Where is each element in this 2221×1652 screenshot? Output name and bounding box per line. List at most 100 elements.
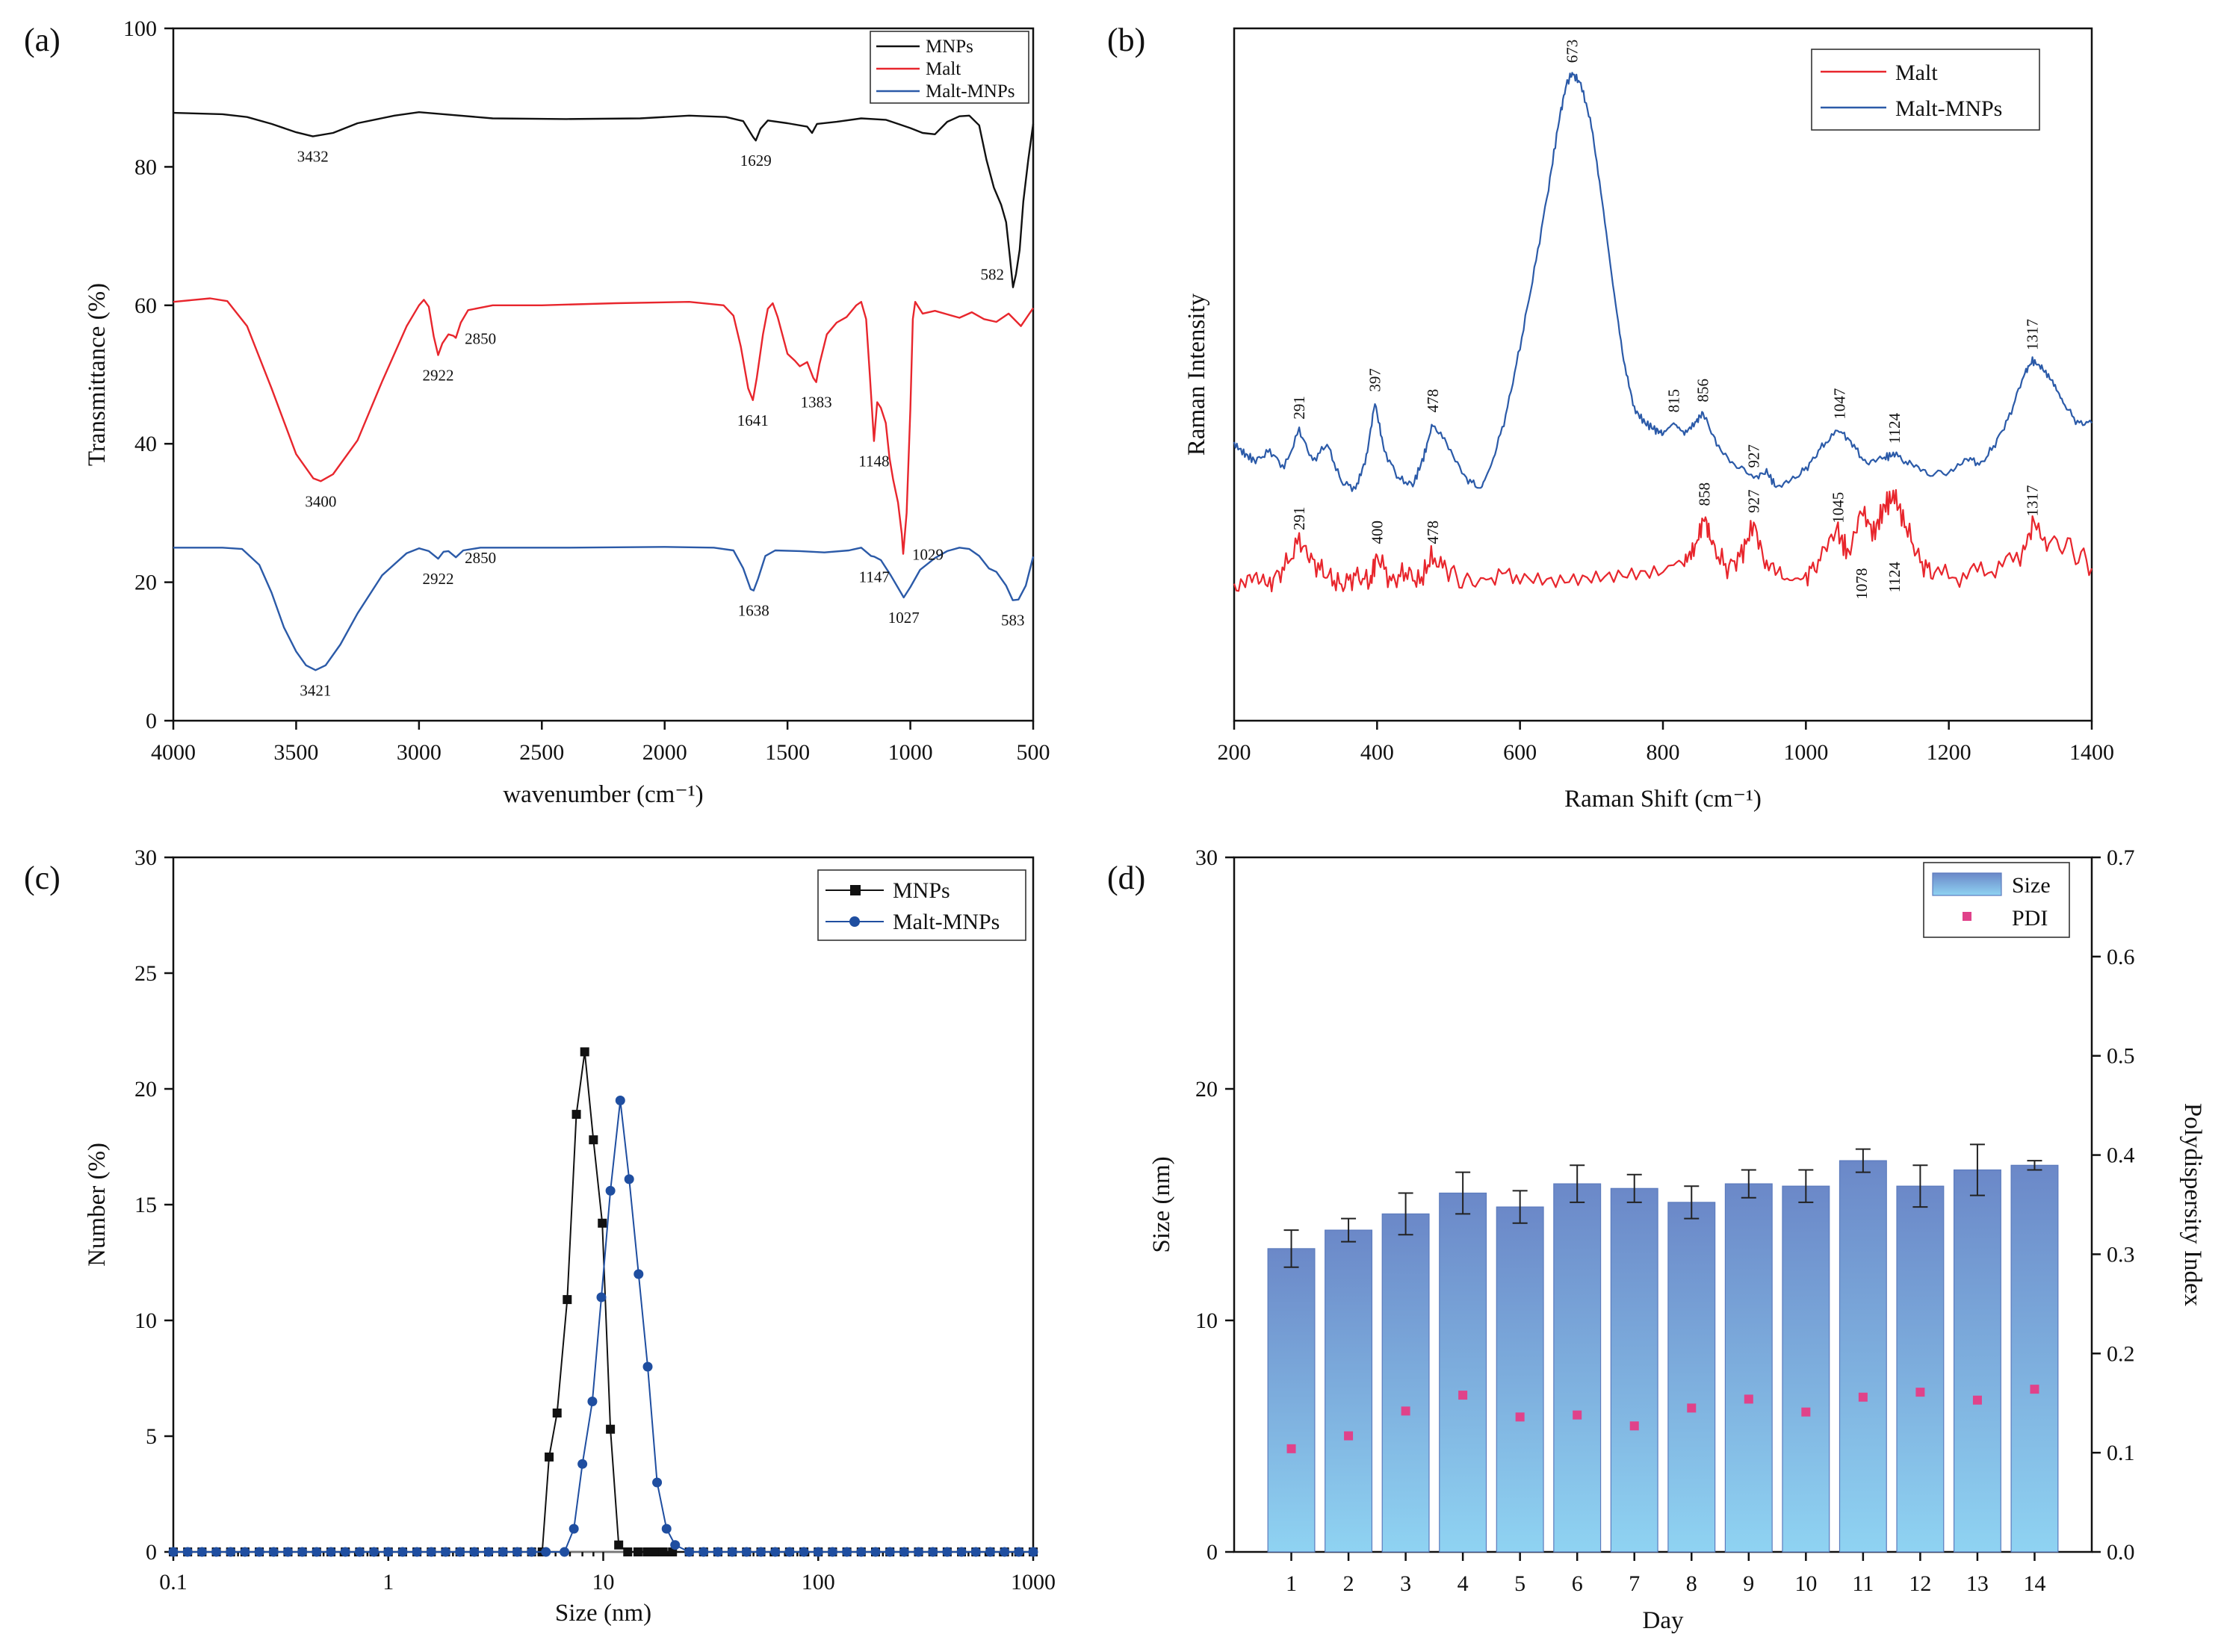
panel-c-marker-mnps: [642, 1547, 652, 1556]
panel-c-marker-mnps: [658, 1547, 668, 1556]
panel-c-marker-malt-mnps: [642, 1361, 653, 1372]
panel-d-x-tick-label: 1: [1286, 1571, 1297, 1596]
panel-c-marker-mnps: [633, 1547, 642, 1556]
panel-c-y-tick-label: 0: [146, 1540, 157, 1565]
panel-d-x-tick-label: 8: [1686, 1571, 1697, 1596]
panel-c-marker-malt-mnps: [312, 1547, 322, 1557]
panel-c-marker-malt-mnps: [634, 1269, 644, 1279]
panel-d-legend-swatch-size: [1932, 872, 2002, 896]
panel-c-marker-malt-mnps: [383, 1547, 394, 1557]
panel-a-x-tick-label: 4000: [151, 740, 196, 765]
panel-c-x-tick-label: 1000: [1011, 1570, 1056, 1594]
panel-c-marker-mnps: [598, 1218, 607, 1228]
panel-c-marker-malt-mnps: [684, 1547, 695, 1557]
panel-d-pdi-marker: [2030, 1385, 2039, 1394]
panel-c-marker-malt-mnps: [784, 1547, 795, 1557]
panel-b-x-tick-label: 1200: [1927, 740, 1971, 765]
panel-c-marker-malt-mnps: [340, 1547, 350, 1557]
panel-c-marker-malt-mnps: [615, 1096, 625, 1105]
panel-b-peak-label: 673: [1564, 40, 1582, 63]
panel-c-marker-malt-mnps: [455, 1547, 465, 1557]
panel-b-peak-label: 291: [1290, 506, 1308, 530]
panel-b-peak-label: 1047: [1830, 388, 1848, 420]
panel-b-peak-label: 1317: [2024, 485, 2042, 516]
panel-c-marker-malt-mnps: [624, 1174, 634, 1184]
panel-c-marker-malt-mnps: [885, 1547, 895, 1557]
panel-d-y2-tick-label: 0.1: [2107, 1441, 2135, 1465]
panel-a-y-tick-label: 60: [134, 294, 157, 318]
panel-b-x-tick-label: 400: [1360, 740, 1394, 765]
panel-b-peak-label: 1124: [1886, 412, 1904, 444]
panel-c-marker-malt-mnps: [426, 1547, 436, 1557]
panel-d-stability-chart: (d) Day Size (nm) Polydispersity Index 1…: [1107, 845, 2206, 1634]
panel-c-marker-malt-mnps: [914, 1547, 924, 1557]
panel-d-size-bar: [1724, 1183, 1773, 1553]
panel-c-y-axis-label: Number (%): [84, 1143, 111, 1267]
panel-b-plot-area: 200 400 600 800 1000 1200 1400 673 291 397 478 815 8…: [1218, 27, 2114, 765]
panel-d-y2-tick-label: 0.3: [2107, 1242, 2135, 1267]
panel-d-y-tick-label: 20: [1195, 1077, 1218, 1102]
panel-d-pdi-marker: [1344, 1431, 1354, 1441]
panel-d-pdi-marker: [1573, 1410, 1582, 1420]
panel-a-label: (a): [24, 22, 61, 58]
panel-b-y-axis-label: Raman Intensity: [1183, 293, 1210, 456]
panel-b-peak-label: 1317: [2024, 319, 2042, 350]
panel-d-y-axis-label: Size (nm): [1148, 1156, 1175, 1252]
panel-d-pdi-marker: [1858, 1392, 1868, 1402]
panel-d-size-bar: [1496, 1206, 1544, 1553]
panel-a-y-tick-label: 0: [146, 709, 157, 733]
panel-d-y2-tick-label: 0.5: [2107, 1044, 2135, 1069]
panel-a-legend: [870, 31, 1029, 104]
panel-d-x-tick-label: 5: [1514, 1571, 1525, 1596]
panel-c-marker-malt-mnps: [698, 1547, 709, 1557]
panel-d-x-tick-label: 12: [1909, 1571, 1931, 1596]
panel-c-marker-malt-mnps: [970, 1547, 981, 1557]
panel-b-series-malt: [1233, 488, 2093, 593]
panel-b-x-tick-label: 1400: [2069, 740, 2114, 765]
panel-c-marker-malt-mnps: [596, 1292, 607, 1302]
panel-c-series-mnps: [173, 1052, 1033, 1553]
panel-d-size-bar: [1667, 1202, 1716, 1553]
panel-a-x-tick-label: 500: [1017, 740, 1050, 765]
panel-a-peak-label: 2850: [465, 549, 496, 567]
panel-d-size-bar: [1439, 1192, 1487, 1553]
panel-d-x-axis-label: Day: [1643, 1607, 1684, 1634]
panel-d-legend-swatch-pdi: [1963, 912, 1971, 921]
panel-c-x-axis-label: Size (nm): [555, 1600, 651, 1627]
panel-c-y-tick-label: 30: [134, 845, 157, 870]
panel-a-peak-label: 582: [981, 266, 1005, 284]
panel-c-marker-malt-mnps: [182, 1547, 193, 1557]
panel-c-marker-mnps: [552, 1409, 562, 1417]
panel-c-dls-chart: (c) Size (nm) Number (%) 0.1 1 10 100 1000 0 5…: [24, 845, 1056, 1627]
panel-a-y-tick-label: 40: [134, 432, 157, 456]
panel-c-marker-malt-mnps: [440, 1547, 450, 1557]
panel-d-pdi-marker: [1744, 1394, 1753, 1404]
panel-b-legend-entry: Malt-MNPs: [1895, 96, 2002, 121]
panel-d-size-bar: [1782, 1185, 1830, 1553]
panel-a-peak-label: 1629: [740, 152, 772, 170]
panel-d-size-bar: [1267, 1248, 1316, 1553]
panel-b-peak-label: 858: [1695, 482, 1713, 506]
panel-a-peak-label: 3421: [300, 681, 331, 699]
panel-c-marker-malt-mnps: [569, 1524, 579, 1534]
panel-d-legend-entry: Size: [2012, 873, 2051, 898]
panel-c-marker-malt-mnps: [469, 1547, 480, 1557]
panel-a-peak-label: 3400: [305, 492, 336, 510]
panel-c-x-tick-label: 100: [802, 1570, 835, 1594]
panel-d-x-tick-label: 7: [1629, 1571, 1640, 1596]
panel-c-y-tick-label: 15: [134, 1193, 157, 1217]
panel-d-pdi-marker: [1515, 1412, 1525, 1422]
panel-a-peak-label: 2850: [465, 329, 496, 347]
panel-c-marker-malt-mnps: [326, 1547, 336, 1557]
panel-d-pdi-marker: [1915, 1388, 1925, 1397]
panel-a-x-tick-label: 2000: [642, 740, 687, 765]
panel-c-marker-malt-mnps: [1000, 1547, 1010, 1557]
panel-a-series-malt: [173, 297, 1034, 555]
panel-d-x-tick-label: 10: [1794, 1571, 1817, 1596]
panel-c-label: (c): [24, 860, 61, 896]
panel-c-marker-malt-mnps: [541, 1547, 551, 1557]
panel-d-size-bar: [1325, 1229, 1373, 1553]
panel-c-marker-mnps: [571, 1110, 581, 1120]
panel-c-marker-malt-mnps: [956, 1547, 967, 1557]
panel-c-marker-malt-mnps: [168, 1547, 179, 1557]
